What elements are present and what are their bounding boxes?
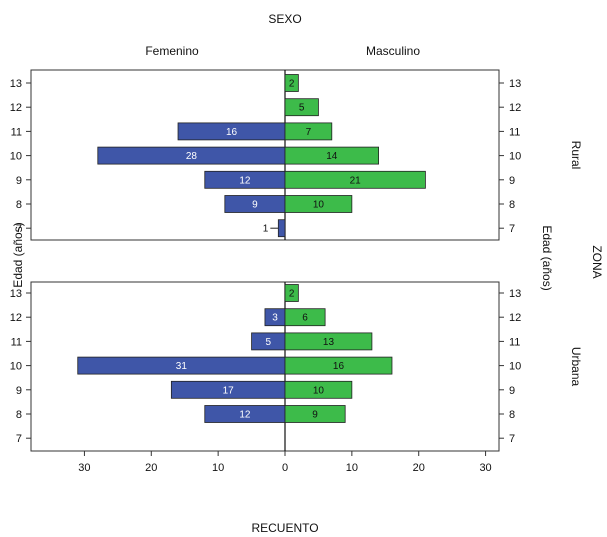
x-tick-label: 30 — [78, 462, 90, 474]
y-axis-title-right: Edad (años) — [540, 225, 554, 290]
bar-value-label: 13 — [323, 337, 335, 348]
y-tick-label-left: 10 — [10, 361, 22, 373]
y-tick-label-left: 8 — [16, 199, 22, 211]
x-tick-label: 10 — [346, 462, 358, 474]
bar-masculino-9 — [284, 170, 426, 189]
bar-masculino-13 — [284, 74, 299, 92]
y-tick-label-right: 8 — [509, 409, 515, 421]
y-tick-label-right: 10 — [509, 151, 521, 163]
bar-value-label: 10 — [313, 385, 325, 396]
bar-masculino-12 — [284, 308, 326, 327]
y-tick-label-left: 13 — [10, 288, 22, 300]
x-tick-label: 10 — [212, 462, 224, 474]
y-tick-label-right: 13 — [509, 78, 521, 90]
y-tick-label-left: 10 — [10, 151, 22, 163]
y-tick-label-right: 8 — [509, 199, 515, 211]
bar-masculino-8 — [284, 405, 346, 423]
bar-value-label: 12 — [239, 175, 251, 186]
y-tick-label-left: 7 — [16, 223, 22, 235]
bar-masculino-12 — [284, 98, 319, 117]
y-tick-label-left: 9 — [16, 385, 22, 397]
y-tick-label-right: 11 — [509, 126, 520, 138]
panel-frame-urbana — [30, 281, 500, 452]
bar-masculino-11 — [284, 332, 373, 351]
x-tick-label: 20 — [413, 462, 425, 474]
y-axis-title-left: Edad (años) — [11, 222, 25, 287]
bar-value-label: 5 — [299, 103, 305, 114]
zone-label-urbana: Urbana — [569, 347, 583, 387]
bar-masculino-10 — [284, 146, 379, 165]
chart-title: SEXO — [268, 12, 301, 26]
bar-value-label: 9 — [252, 200, 258, 211]
bar-value-label: 7 — [306, 127, 312, 138]
bar-value-label: 3 — [272, 313, 278, 324]
bar-masculino-11 — [284, 122, 333, 141]
y-tick-label-left: 12 — [10, 102, 22, 114]
x-tick-label: 0 — [282, 462, 288, 474]
y-tick-label-right: 9 — [509, 385, 515, 397]
column-label-masculino: Masculino — [366, 44, 420, 58]
y-tick-label-left: 11 — [11, 336, 22, 348]
bar-masculino-10 — [284, 356, 393, 375]
bar-value-label: 2 — [289, 289, 295, 300]
bar-value-label: 16 — [226, 127, 238, 138]
bar-value-label: 12 — [239, 410, 251, 421]
y-tick-label-left: 13 — [10, 78, 22, 90]
bar-value-label: 31 — [176, 361, 188, 372]
bar-value-label: 9 — [312, 410, 318, 421]
x-tick-label: 20 — [145, 462, 157, 474]
y-tick-label-left: 9 — [16, 175, 22, 187]
bar-value-label: 28 — [186, 151, 198, 162]
bar-value-label: 10 — [313, 200, 325, 211]
bar-value-label: 17 — [223, 385, 235, 396]
row-title: ZONA — [590, 245, 604, 278]
column-label-femenino: Femenino — [145, 44, 199, 58]
zone-label-rural: Rural — [569, 141, 583, 170]
x-axis-title: RECUENTO — [251, 521, 318, 535]
y-tick-label-left: 7 — [16, 433, 22, 445]
bar-value-label: 6 — [302, 313, 308, 324]
y-tick-label-left: 11 — [11, 126, 22, 138]
y-tick-label-right: 7 — [509, 223, 515, 235]
y-tick-label-left: 8 — [16, 409, 22, 421]
bar-value-label: 21 — [350, 175, 362, 186]
y-tick-label-right: 9 — [509, 175, 515, 187]
bar-masculino-8 — [284, 195, 353, 213]
y-tick-label-left: 12 — [10, 312, 22, 324]
bar-value-label: 5 — [266, 337, 272, 348]
bar-value-label: 16 — [333, 361, 345, 372]
y-tick-label-right: 12 — [509, 312, 521, 324]
panel-frame-rural — [30, 69, 500, 241]
bar-value-label: 1 — [263, 224, 269, 235]
y-tick-label-right: 10 — [509, 361, 521, 373]
y-tick-label-right: 7 — [509, 433, 515, 445]
bar-value-label: 14 — [326, 151, 338, 162]
y-tick-label-right: 12 — [509, 102, 521, 114]
x-tick-label: 30 — [479, 462, 491, 474]
bar-value-label: 2 — [289, 79, 295, 90]
bar-femenino-7 — [277, 219, 286, 238]
y-tick-label-right: 11 — [509, 336, 520, 348]
bar-masculino-13 — [284, 284, 299, 302]
y-tick-label-right: 13 — [509, 288, 521, 300]
bar-masculino-9 — [284, 380, 353, 399]
